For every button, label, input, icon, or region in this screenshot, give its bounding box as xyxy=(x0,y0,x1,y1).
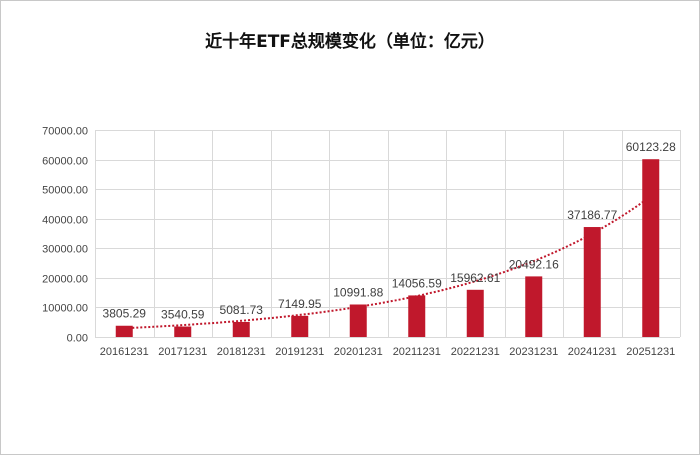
x-tick-label: 20191231 xyxy=(275,346,324,358)
y-tick-label: 20000.00 xyxy=(42,274,88,286)
y-axis: 0.00 10000.00 20000.00 30000.00 40000.00 5000… xyxy=(42,126,88,345)
trendline xyxy=(124,195,652,330)
bar xyxy=(291,315,309,337)
x-tick-label: 20171231 xyxy=(158,346,207,358)
data-label: 14056.59 xyxy=(392,276,442,290)
data-label: 15962.61 xyxy=(450,271,500,285)
x-tick-label: 20221231 xyxy=(451,346,500,358)
x-tick-label: 20181231 xyxy=(217,346,266,358)
data-label: 20492.16 xyxy=(509,257,559,271)
bar xyxy=(466,289,484,337)
bar xyxy=(349,304,367,337)
data-label: 10991.88 xyxy=(333,285,383,299)
y-tick-label: 70000.00 xyxy=(42,126,88,138)
x-tick-label: 20241231 xyxy=(568,346,617,358)
data-label: 37186.77 xyxy=(567,208,617,222)
bar xyxy=(232,321,250,337)
trendline-path xyxy=(124,195,652,330)
x-axis: 20161231 20171231 20181231 20191231 20201231… xyxy=(100,346,675,358)
x-tick-label: 20251231 xyxy=(626,346,675,358)
x-tick-label: 20211231 xyxy=(393,346,441,358)
y-tick-label: 40000.00 xyxy=(42,215,88,227)
x-tick-label: 20201231 xyxy=(334,346,383,358)
x-tick-label: 20231231 xyxy=(509,346,558,358)
bar xyxy=(408,295,426,337)
y-tick-label: 0.00 xyxy=(67,333,88,345)
y-tick-label: 30000.00 xyxy=(42,244,88,256)
data-labels: 3805.29 3540.59 5081.73 7149.95 10991.88 1405… xyxy=(103,140,677,321)
data-label: 60123.28 xyxy=(626,140,676,154)
x-tick-label: 20161231 xyxy=(100,346,149,358)
y-tick-label: 10000.00 xyxy=(42,303,88,315)
data-label: 3805.29 xyxy=(103,307,147,321)
y-tick-label: 50000.00 xyxy=(42,185,88,197)
bar xyxy=(174,326,192,337)
bars xyxy=(115,159,660,337)
data-label: 3540.59 xyxy=(161,308,205,322)
y-tick-label: 60000.00 xyxy=(42,156,88,168)
gridlines xyxy=(95,130,681,338)
data-label: 7149.95 xyxy=(278,297,322,311)
bar xyxy=(583,227,601,337)
bar xyxy=(642,159,660,337)
bar xyxy=(115,325,133,337)
bar xyxy=(525,276,543,337)
data-label: 5081.73 xyxy=(220,303,264,317)
chart-title: 近十年ETF总规模变化（单位：亿元） xyxy=(205,32,495,52)
